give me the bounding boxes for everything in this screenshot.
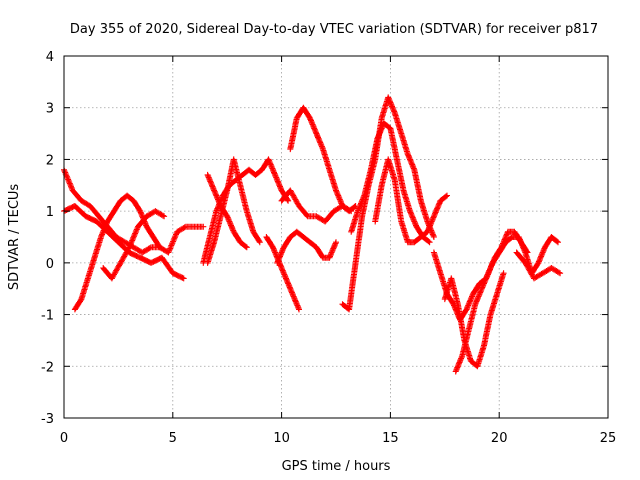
y-tick-label: 4 <box>46 50 54 65</box>
series-track-3 <box>71 192 163 313</box>
series-track-9 <box>287 104 359 215</box>
x-tick-label: 5 <box>169 431 177 446</box>
y-tick-label: 2 <box>46 153 54 168</box>
y-tick-label: -3 <box>41 412 54 427</box>
series-track-16 <box>441 270 507 370</box>
y-tick-label: 3 <box>46 102 54 117</box>
data-series <box>61 94 564 375</box>
series-markers <box>441 270 507 370</box>
x-tick-label: 0 <box>60 431 68 446</box>
y-tick-label: -1 <box>41 309 54 324</box>
series-markers <box>372 156 450 246</box>
x-tick-label: 10 <box>273 431 290 446</box>
y-axis-label: SDTVAR / TECUs <box>7 184 22 291</box>
x-tick-label: 20 <box>491 431 508 446</box>
series-track-18 <box>513 249 564 282</box>
grid <box>64 56 608 418</box>
series-markers <box>348 120 433 246</box>
series-track-13 <box>348 120 433 246</box>
series-markers <box>513 249 564 282</box>
x-tick-label: 15 <box>382 431 399 446</box>
series-markers <box>452 228 531 375</box>
chart-title: Day 355 of 2020, Sidereal Day-to-day VTE… <box>70 22 598 37</box>
y-tick-label: 0 <box>46 257 54 272</box>
x-tick-label: 25 <box>600 431 617 446</box>
series-track-7 <box>204 171 250 251</box>
series-markers <box>204 171 250 251</box>
y-tick-label: -2 <box>41 360 54 375</box>
axis-ticks <box>63 55 609 419</box>
series-markers <box>204 156 263 266</box>
series-track-17 <box>452 228 531 375</box>
series-track-4 <box>100 208 168 282</box>
series-markers <box>274 228 339 266</box>
series-track-14 <box>372 156 450 246</box>
series-markers <box>287 104 359 215</box>
x-axis-label: GPS time / hours <box>282 459 391 474</box>
series-markers <box>71 192 163 313</box>
series-markers <box>278 187 355 225</box>
x-tick-labels: 0 5 10 15 20 25 <box>60 431 616 446</box>
series-track-10 <box>278 187 355 225</box>
series-track-6 <box>204 156 263 266</box>
y-tick-label: 1 <box>46 205 54 220</box>
series-track-11 <box>274 228 339 266</box>
y-tick-labels: -3 -2 -1 0 1 2 3 4 <box>41 50 54 427</box>
series-markers <box>100 208 168 282</box>
plot-frame <box>63 55 609 419</box>
